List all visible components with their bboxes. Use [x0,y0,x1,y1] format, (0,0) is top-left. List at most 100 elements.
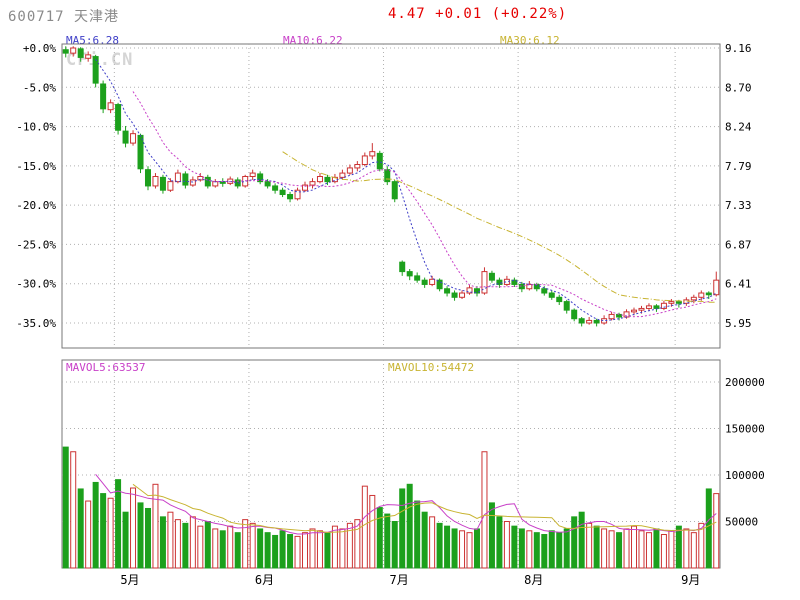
candle-body [294,189,301,200]
candle-body [705,292,712,296]
mavol10-legend: MAVOL10:54472 [388,361,475,374]
candle-body [675,301,682,304]
volume-bar [660,534,667,569]
volume-bar [616,532,623,569]
price-axis-label: 5.95 [725,317,752,330]
candle-body [488,272,495,281]
candle-body [698,292,705,298]
volume-bar [234,532,241,569]
volume-bar [294,535,301,569]
candle-body [436,279,443,290]
candle-body [167,181,174,191]
candle-body [638,307,645,311]
candle-body [444,288,451,294]
volume-bar [473,528,480,569]
month-label: 8月 [524,573,543,587]
volume-bar [100,493,107,569]
candle-body [414,275,421,281]
volume-bar [212,528,219,569]
candle-body [107,102,114,111]
candle-body [189,179,196,186]
volume-bar [331,525,338,569]
volume-bar [159,516,166,569]
mavol5-legend: MAVOL5:63537 [66,361,146,374]
candle-body [571,309,578,320]
candle-body [257,173,264,183]
volume-bar [548,530,555,569]
candle-body [399,261,406,273]
volume-bar [638,530,645,569]
candle-body [451,292,458,298]
volume-bar [346,522,353,569]
volume-bar [227,525,234,569]
candle-body [563,301,570,311]
volume-bar [242,519,249,569]
pct-axis-label: -10.0% [16,121,56,134]
volume-bar [264,532,271,569]
candle-body [324,176,331,183]
volume-bar [421,511,428,569]
volume-bar [608,530,615,569]
volume-bar [272,534,279,569]
volume-bar [556,532,563,569]
volume-axis-label: 150000 [725,423,765,436]
volume-bar [369,494,376,569]
candle-body [70,47,77,54]
candle-body [302,184,309,191]
candle-body [593,319,600,324]
volume-bar [316,530,323,569]
price-axis-label: 6.41 [725,278,752,291]
volume-bar [414,500,421,569]
month-label: 5月 [120,573,139,587]
stock-title: 600717 天津港 [8,6,119,26]
candle-body [122,130,129,144]
candle-body [369,151,376,157]
candle-body [586,319,593,324]
volume-bar [668,530,675,569]
candle-body [264,181,271,187]
volume-bar [144,507,151,569]
candle-body [316,176,323,183]
candle-body [354,164,361,169]
candle-body [346,167,353,174]
volume-bar [152,483,159,569]
candle-body [466,287,473,294]
candle-body [77,48,84,58]
candle-body [249,172,256,178]
candle-body [653,305,660,309]
volume-bar [85,500,92,569]
volume-bar [518,528,525,569]
candle-body [152,176,159,187]
volume-bar [257,528,264,569]
candle-body [421,279,428,285]
volume-bar [399,488,406,569]
volume-bar [219,530,226,569]
candle-body [272,185,279,191]
volume-bar [182,522,189,569]
price-axis-label: 9.16 [725,42,752,55]
volume-bar [361,485,368,569]
volume-axis-label: 100000 [725,469,765,482]
candle-body [645,305,652,309]
candle-body [144,169,151,187]
candle-body [309,181,316,186]
volume-bar [459,530,466,569]
volume-bar [70,451,77,569]
candle-body [713,279,720,296]
pct-axis-label: -35.0% [16,317,56,330]
volume-axis-label: 200000 [725,376,765,389]
volume-bar [444,525,451,569]
volume-bar [62,446,69,569]
volume-bar [167,511,174,569]
volume-bar [406,483,413,569]
stock-code: 600717 [8,9,65,25]
ma10-line [132,91,717,318]
candle-body [518,283,525,290]
candle-body [130,133,137,144]
mavol10-line [132,483,717,533]
volume-bar [189,516,196,569]
volume-bar [653,528,660,569]
volume-bar [705,488,712,569]
candle-body [339,172,346,178]
volume-bar [571,516,578,569]
